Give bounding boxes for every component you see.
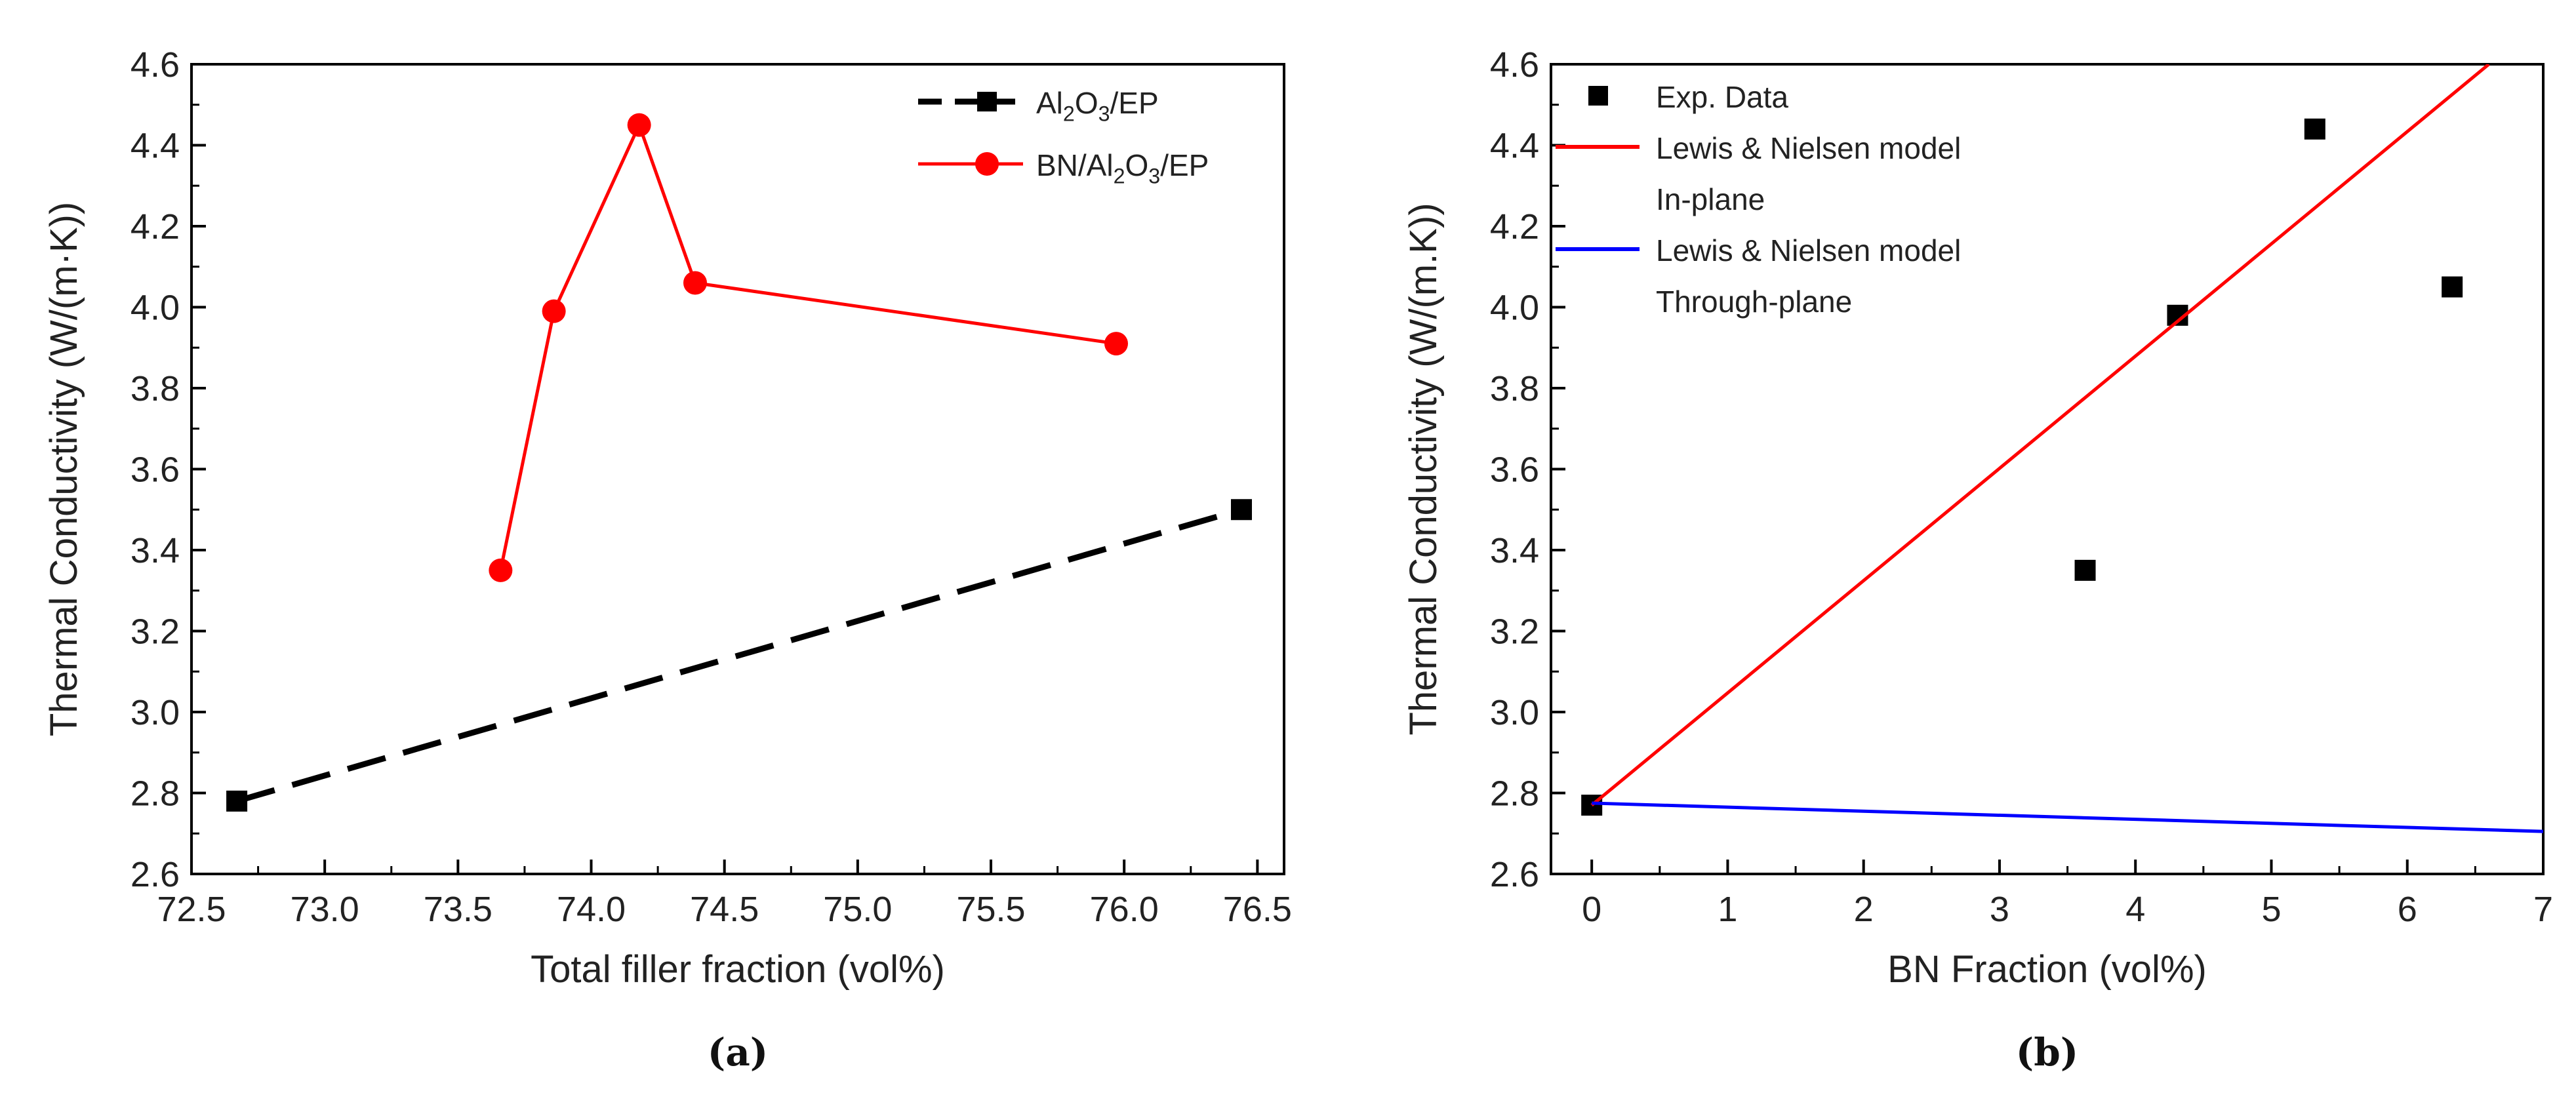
- legend-label-part: 2: [1063, 102, 1075, 126]
- y-tick-label: 3.6: [131, 450, 180, 490]
- x-tick-label: 5: [2261, 890, 2281, 929]
- x-tick-label: 72.5: [157, 890, 226, 929]
- data-point: [683, 271, 707, 295]
- x-tick-label: 6: [2398, 890, 2417, 929]
- legend-label-part: O: [1125, 148, 1149, 182]
- legend-label-part: O: [1075, 86, 1098, 120]
- x-tick-label: 7: [2533, 890, 2553, 929]
- y-tick-label: 3.8: [1490, 369, 1539, 408]
- series-0: [226, 499, 1252, 812]
- x-tick-label: 74.5: [690, 890, 759, 929]
- x-tick-label: 2: [1854, 890, 1874, 929]
- series-1: [489, 113, 1129, 582]
- data-point: [2074, 559, 2096, 581]
- x-tick-label: 75.0: [823, 890, 892, 929]
- y-tick-label: 3.4: [1490, 531, 1539, 570]
- legend-label: BN/Al2O3/EP: [1036, 148, 1209, 188]
- x-tick-label: 4: [2125, 890, 2145, 929]
- series-2: [1592, 801, 2543, 833]
- legend-label: Lewis & Nielsen model: [1656, 131, 1961, 165]
- x-tick-label: 74.0: [557, 890, 626, 929]
- legend-label: Al2O3/EP: [1036, 86, 1159, 126]
- series-line: [1590, 64, 2490, 806]
- series-line: [498, 120, 1117, 571]
- y-tick-label: 2.8: [131, 774, 180, 814]
- legend-label-part: /EP: [1160, 148, 1209, 182]
- panel-b: 2.6 2.8 3.0 3.2 3.4 3.6 3.8 4.0 4.2 4.4 4.6 0 1 2 3 4 5 6…: [1402, 45, 2553, 1075]
- data-point: [627, 113, 651, 137]
- legend-label: In-plane: [1656, 182, 1765, 216]
- series-line: [1592, 801, 2543, 833]
- legend-label: Exp. Data: [1656, 80, 1788, 114]
- series-0: [1581, 118, 2463, 816]
- legend-marker: [977, 92, 997, 111]
- y-tick-label: 3.8: [131, 369, 180, 408]
- x-tick-label: 0: [1582, 890, 1601, 929]
- x-axis-label: Total filler fraction (vol%): [531, 948, 945, 991]
- y-axis-label: Thermal Conductivity (W/(m.K)): [1402, 203, 1445, 735]
- series-1: [1590, 64, 2490, 806]
- x-tick-label: 76.5: [1223, 890, 1292, 929]
- legend-label-part: 3: [1098, 102, 1110, 126]
- series-line: [235, 506, 1243, 804]
- legend-label: Through-plane: [1656, 285, 1852, 319]
- panel-label: (a): [708, 1030, 768, 1075]
- y-tick-label: 3.2: [1490, 612, 1539, 652]
- data-point: [226, 790, 248, 812]
- legend-label-part: 3: [1148, 165, 1160, 188]
- legend-label-part: 2: [1114, 165, 1125, 188]
- y-tick-label: 2.6: [131, 855, 180, 894]
- x-tick-label: 1: [1718, 890, 1737, 929]
- y-tick-label: 4.2: [131, 207, 180, 247]
- y-tick-label: 3.0: [131, 693, 180, 732]
- data-point: [489, 558, 513, 582]
- data-point: [542, 299, 566, 323]
- x-tick-label: 73.0: [291, 890, 359, 929]
- y-tick-label: 4.4: [131, 127, 180, 166]
- y-tick-label: 3.4: [131, 531, 180, 570]
- legend: Exp. Data Lewis & Nielsen model In-plane Le…: [1556, 80, 1961, 319]
- data-point: [1230, 499, 1252, 521]
- y-tick-label: 4.4: [1490, 127, 1539, 166]
- y-tick-label: 3.6: [1490, 450, 1539, 490]
- y-tick-label: 3.0: [1490, 693, 1539, 732]
- y-tick-label: 4.0: [1490, 288, 1539, 328]
- legend-marker: [975, 152, 999, 176]
- data-point: [1104, 332, 1129, 356]
- x-tick-label: 75.5: [956, 890, 1025, 929]
- y-tick-label: 4.0: [131, 288, 180, 328]
- x-tick-label: 3: [1990, 890, 2009, 929]
- data-point: [2304, 118, 2325, 140]
- legend-label-part: /EP: [1110, 86, 1159, 120]
- legend-marker: [1588, 86, 1608, 106]
- legend-label-part: Al: [1036, 86, 1063, 120]
- y-tick-label: 4.6: [1490, 45, 1539, 85]
- y-tick-label: 4.6: [131, 45, 180, 85]
- legend-label-part: BN/Al: [1036, 148, 1114, 182]
- x-axis-label: BN Fraction (vol%): [1887, 948, 2207, 991]
- y-tick-label: 2.6: [1490, 855, 1539, 894]
- y-tick-label: 4.2: [1490, 207, 1539, 247]
- y-tick-label: 3.2: [131, 612, 180, 652]
- x-tick-label: 76.0: [1090, 890, 1159, 929]
- panel-label: (b): [2016, 1030, 2078, 1075]
- data-point: [2442, 276, 2463, 298]
- y-tick-label: 2.8: [1490, 774, 1539, 814]
- legend-label: Lewis & Nielsen model: [1656, 233, 1961, 268]
- panel-a: 2.6 2.8 3.0 3.2 3.4 3.6 3.8 4.0 4.2 4.4 4.6 72.5 73.…: [43, 45, 1292, 1075]
- x-tick-label: 73.5: [424, 890, 493, 929]
- y-axis-label: Thermal Conductivity (W/(m·K)): [43, 202, 85, 736]
